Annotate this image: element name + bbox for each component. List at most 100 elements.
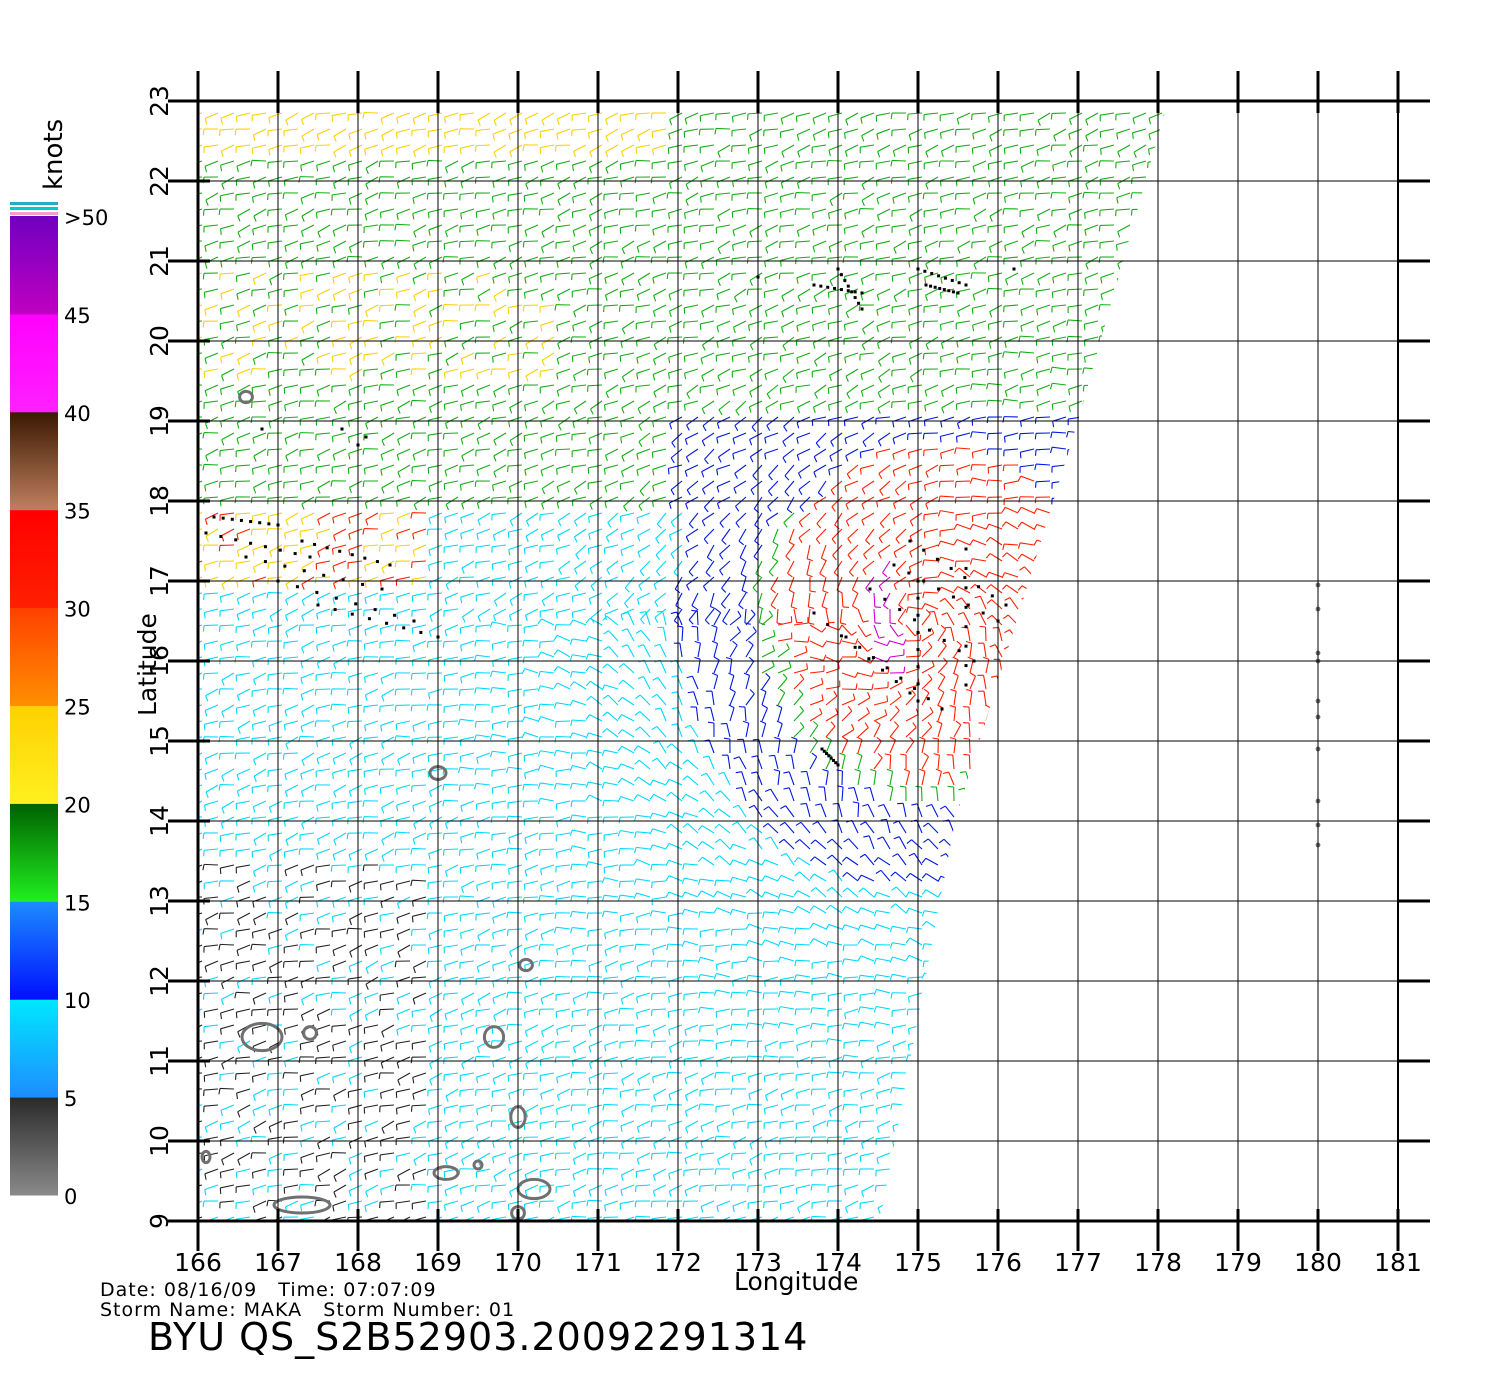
wind-barb <box>763 1009 778 1015</box>
rain-flag-dot <box>951 279 954 282</box>
wind-barb <box>205 769 218 780</box>
wind-barb <box>348 769 362 777</box>
wind-barb <box>746 690 754 705</box>
wind-barb <box>1004 1169 1018 1178</box>
wind-barb <box>538 765 554 770</box>
wind-barb <box>299 401 314 407</box>
wind-barb <box>701 353 714 364</box>
wind-barb <box>844 321 858 331</box>
wind-barb <box>221 929 234 939</box>
wind-barb <box>462 161 474 173</box>
wind-barb <box>1035 1088 1050 1094</box>
wind-barb <box>525 977 538 988</box>
wind-barb <box>363 321 378 327</box>
wind-barb <box>941 385 954 397</box>
wind-barb <box>858 671 874 677</box>
wind-barb <box>842 925 858 930</box>
wind-barb <box>1004 1121 1018 1128</box>
wind-barb <box>283 753 298 760</box>
wind-barb <box>618 764 634 769</box>
wind-barb <box>459 1169 474 1175</box>
rain-flag-dot <box>249 520 252 523</box>
wind-barb <box>762 1023 778 1029</box>
rain-flag-dot <box>309 556 312 559</box>
wind-barb <box>1130 699 1146 705</box>
rain-flag-dot <box>941 708 944 711</box>
wind-barb <box>893 353 906 363</box>
wind-barb <box>1149 1201 1162 1212</box>
wind-barb <box>1021 273 1034 285</box>
wind-barb <box>315 1089 330 1095</box>
wind-barb <box>950 738 956 753</box>
wind-barb <box>285 897 298 909</box>
wind-barb <box>957 257 970 267</box>
wind-barb <box>766 401 778 414</box>
wind-barb <box>1005 598 1018 609</box>
wind-barb <box>428 289 442 298</box>
wind-barb <box>1018 586 1034 593</box>
wind-barb <box>731 944 746 950</box>
wind-barb <box>605 929 618 939</box>
wind-barb <box>827 1121 842 1127</box>
wind-barb <box>1034 554 1050 561</box>
wind-barb <box>1148 865 1162 874</box>
wind-barb <box>188 353 202 360</box>
wind-barb <box>334 129 346 142</box>
wind-barb <box>412 1009 426 1017</box>
wind-barb <box>268 225 282 233</box>
wind-barb <box>619 881 634 888</box>
wind-barb <box>909 1025 922 1035</box>
wind-barb <box>1082 605 1098 610</box>
wind-barb <box>812 1073 826 1081</box>
wind-barb <box>365 209 378 220</box>
wind-barb <box>891 872 906 881</box>
wind-barb <box>492 241 506 248</box>
wind-barb <box>731 992 746 998</box>
wind-barb <box>380 945 394 955</box>
wind-barb <box>444 945 458 953</box>
wind-barb <box>747 257 762 264</box>
wind-barb <box>893 449 906 460</box>
wind-barb <box>1147 224 1162 230</box>
wind-barb <box>624 497 634 511</box>
wind-barb <box>493 1137 506 1148</box>
wind-barb <box>1067 225 1082 231</box>
wind-barb <box>1066 633 1082 641</box>
wind-barb <box>1004 113 1018 121</box>
wind-barb <box>605 289 618 301</box>
wind-barb <box>636 1025 650 1034</box>
wind-barb <box>989 145 1002 157</box>
wind-barb <box>508 673 522 681</box>
wind-barb <box>707 545 714 561</box>
wind-barb <box>686 193 698 206</box>
wind-barb <box>1019 873 1034 881</box>
wind-barb <box>966 642 972 657</box>
wind-barb <box>970 842 986 849</box>
wind-barb <box>938 892 954 897</box>
wind-barb <box>748 1185 762 1192</box>
wind-barb <box>830 193 842 206</box>
wind-barb <box>1020 401 1034 409</box>
wind-barb <box>936 769 942 785</box>
rain-flag-dot <box>402 626 405 629</box>
wind-barb <box>797 433 810 444</box>
wind-barb <box>1052 481 1066 489</box>
wind-barb <box>1084 1073 1098 1081</box>
wind-barb <box>675 577 682 593</box>
wind-barb <box>379 177 394 183</box>
wind-barb <box>862 1185 874 1197</box>
wind-barb <box>846 369 858 382</box>
wind-barb <box>557 257 570 268</box>
wind-barb <box>765 177 778 188</box>
wind-barb <box>938 1039 954 1045</box>
wind-barb <box>894 545 906 558</box>
wind-barb <box>286 913 298 925</box>
wind-barb <box>590 161 602 173</box>
wind-barb <box>845 1009 858 1019</box>
wind-barb <box>458 767 474 773</box>
wind-barb <box>507 848 522 854</box>
wind-barb <box>349 1073 362 1084</box>
wind-barb <box>636 385 650 392</box>
latitude-tick-label: 20 <box>145 325 174 357</box>
wind-barb <box>924 417 938 426</box>
